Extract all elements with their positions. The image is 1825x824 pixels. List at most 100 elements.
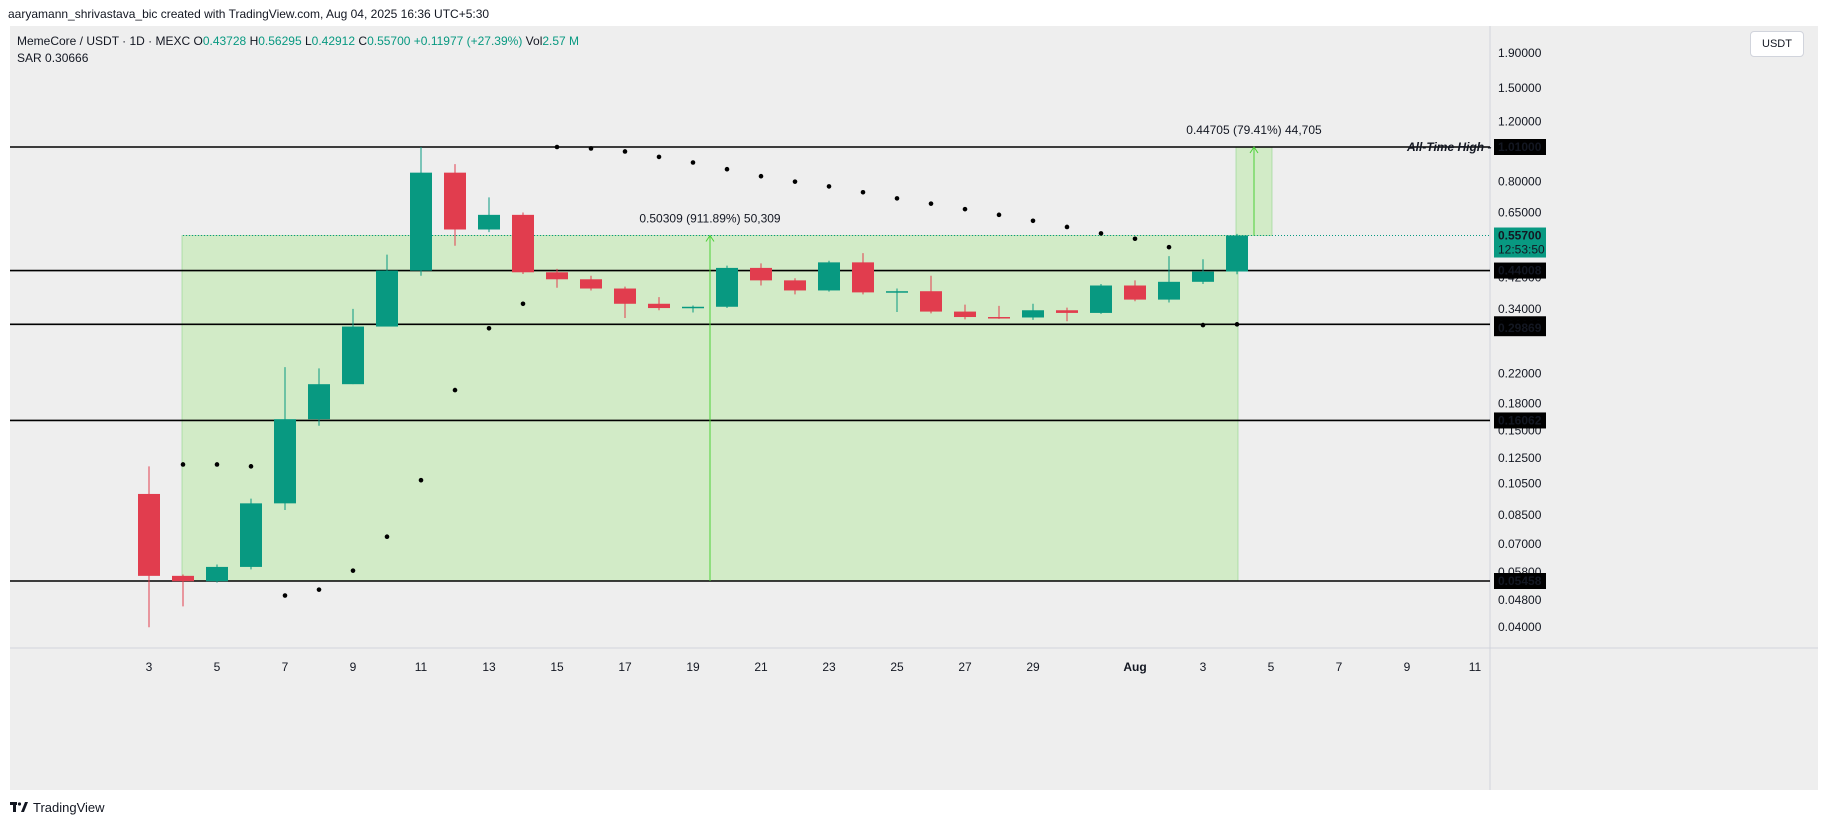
symbol-legend: MemeCore / USDT · 1D · MEXC O0.43728 H0.… [17, 34, 579, 48]
footer: TradingView [0, 790, 1825, 824]
sar-dot-19 [826, 184, 832, 189]
price-tick-19: 0.07000 [1498, 537, 1542, 551]
candle-body-6[interactable] [342, 326, 364, 385]
time-tick-10: 23 [822, 660, 836, 674]
time-tick-4: 11 [415, 660, 428, 674]
candle-body-31[interactable] [1192, 271, 1214, 282]
candle-body-7[interactable] [376, 270, 398, 327]
sar-dot-1 [214, 462, 220, 467]
sar-dot-2 [248, 464, 254, 469]
candle-body-5[interactable] [308, 384, 330, 420]
chart-area[interactable]: All-Time High - 0.50309 (911.89%) 50,309 0… [10, 26, 1818, 790]
candle-body-3[interactable] [240, 503, 262, 567]
measure-arrowhead-0 [705, 234, 715, 242]
candle-body-29[interactable] [1124, 285, 1146, 300]
time-tick-12: 27 [958, 660, 972, 674]
time-tick-8: 19 [686, 660, 700, 674]
time-tick-0: 3 [146, 660, 153, 674]
sar-dot-5 [350, 568, 356, 573]
candle-body-17[interactable] [716, 267, 738, 307]
measure-arrowhead-1 [1249, 146, 1259, 154]
price-tag-bg-1 [1494, 320, 1546, 337]
time-tick-16: 5 [1268, 660, 1275, 674]
price-tick-23: 0.04000 [1498, 620, 1542, 634]
level-tag-4: 0.05458 [1498, 574, 1542, 588]
candle-body-12[interactable] [546, 272, 568, 280]
sar-dot-8 [452, 387, 458, 393]
sar-dot-29 [1166, 244, 1172, 250]
time-tick-1: 5 [214, 660, 221, 674]
candle-body-1[interactable] [172, 575, 194, 582]
sar-dot-12 [588, 146, 594, 151]
candle-body-23[interactable] [920, 291, 942, 312]
time-tick-18: 9 [1404, 660, 1411, 674]
candle-body-30[interactable] [1158, 281, 1180, 300]
candle-body-22[interactable] [886, 291, 908, 293]
candle-body-9[interactable] [444, 172, 466, 230]
time-tick-19: 11 [1469, 660, 1482, 674]
candle-body-25[interactable] [988, 317, 1010, 319]
level-tag-1: 0.44008 [1498, 264, 1542, 278]
candle-body-14[interactable] [614, 288, 636, 304]
level-tag-bg-0 [1494, 139, 1546, 155]
time-tick-11: 25 [890, 660, 904, 674]
candle-body-27[interactable] [1056, 310, 1078, 313]
candle-body-11[interactable] [512, 214, 534, 273]
sar-dot-23 [962, 206, 968, 212]
sar-dot-14 [656, 154, 662, 160]
time-tick-15: 3 [1200, 660, 1207, 674]
candle-body-21[interactable] [852, 262, 874, 293]
sar-dot-0 [180, 462, 186, 467]
candle-body-32[interactable] [1226, 235, 1248, 272]
price-tick-16: 0.12500 [1498, 451, 1542, 465]
price-tick-13: 0.18000 [1498, 397, 1542, 411]
currency-button[interactable]: USDT [1750, 31, 1804, 57]
candle-body-16[interactable] [682, 306, 704, 309]
candle-body-2[interactable] [206, 566, 228, 582]
sar-dot-4 [316, 587, 322, 592]
open-value: 0.43728 [202, 34, 247, 48]
time-tick-7: 17 [618, 660, 632, 674]
low-label: L [304, 34, 312, 48]
level-tag-3: 0.16062 [1498, 413, 1542, 427]
sar-dot-21 [894, 196, 900, 201]
sar-dot-13 [622, 149, 628, 154]
candle-body-28[interactable] [1090, 285, 1112, 313]
price-chart[interactable]: All-Time High - 0.50309 (911.89%) 50,309 0… [10, 26, 1818, 790]
candle-body-20[interactable] [818, 262, 840, 291]
candle-body-0[interactable] [138, 493, 160, 576]
candle-body-19[interactable] [784, 280, 806, 291]
time-tick-5: 13 [482, 660, 496, 674]
price-tick-4: 0.80000 [1498, 175, 1542, 189]
level-tag-bg-3 [1494, 412, 1546, 429]
change-value: +0.11977 (+27.39%) [413, 34, 523, 48]
sar-dot-18 [792, 179, 798, 184]
candle-body-4[interactable] [274, 419, 296, 504]
candle-body-10[interactable] [478, 214, 500, 230]
sar-dot-30 [1200, 322, 1206, 328]
symbol-name[interactable]: MemeCore / USDT · 1D · MEXC [17, 34, 191, 48]
close-value: 0.55700 [367, 34, 411, 48]
sar-value: 0.30666 [45, 51, 89, 65]
sar-dot-10 [520, 301, 526, 307]
candle-body-18[interactable] [750, 267, 772, 281]
sar-dot-20 [860, 189, 866, 195]
sar-dot-26 [1064, 224, 1070, 230]
candle-body-15[interactable] [648, 303, 670, 309]
sar-label[interactable]: SAR [17, 51, 42, 65]
sar-legend: SAR 0.30666 [17, 51, 88, 65]
candle-body-26[interactable] [1022, 310, 1044, 318]
time-tick-3: 9 [350, 660, 357, 674]
sar-dot-27 [1098, 231, 1104, 236]
price-tick-1: 1.50000 [1498, 81, 1542, 95]
sar-dot-15 [690, 160, 696, 165]
candle-body-24[interactable] [954, 311, 976, 318]
candle-body-8[interactable] [410, 172, 432, 271]
price-tick-9: 0.34000 [1498, 302, 1542, 316]
candle-body-13[interactable] [580, 279, 602, 289]
close-label: C [358, 34, 368, 48]
price-tick-0: 1.90000 [1498, 46, 1542, 60]
sar-dot-24 [996, 212, 1002, 218]
sar-dot-25 [1030, 218, 1036, 224]
tradingview-logo[interactable]: TradingView [10, 800, 105, 815]
